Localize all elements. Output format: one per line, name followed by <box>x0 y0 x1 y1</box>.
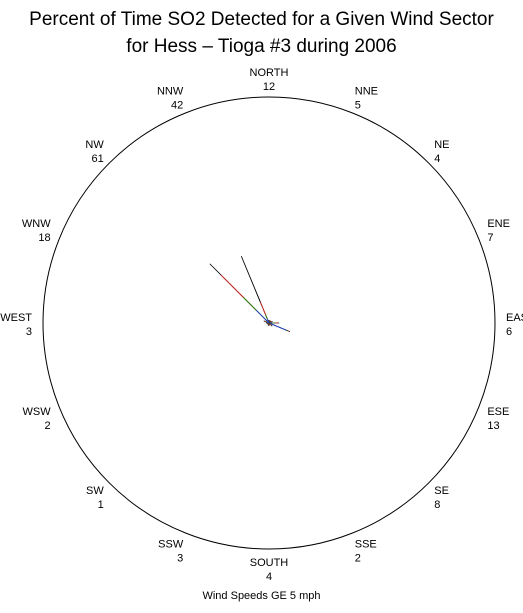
sector-name-south: SOUTH <box>250 557 289 569</box>
sector-name-wnw: WNW <box>22 218 51 230</box>
sector-name-west: WEST <box>0 312 32 324</box>
sector-name-ese: ESE <box>487 406 509 418</box>
sector-name-se: SE <box>434 485 449 497</box>
sector-name-nnw: NNW <box>157 86 184 98</box>
sector-count-nnw: 42 <box>171 100 183 112</box>
sector-count-wsw: 2 <box>45 420 51 432</box>
sector-count-nw: 61 <box>92 153 104 165</box>
sector-count-sw: 1 <box>98 499 104 511</box>
sector-count-ssw: 3 <box>177 552 183 564</box>
sector-name-ene: ENE <box>487 218 510 230</box>
petal-nnw-band-1 <box>266 318 270 324</box>
petals-group <box>209 256 291 333</box>
sector-name-east: EAST <box>506 312 523 324</box>
sector-count-nne: 5 <box>355 100 361 112</box>
chart-subtitle: for Hess – Tioga #3 during 2006 <box>126 36 397 57</box>
chart-title: Percent of Time SO2 Detected for a Given… <box>29 9 494 30</box>
sector-count-ene: 7 <box>487 232 493 244</box>
sector-labels-group: NORTH12NNE5NE4ENE7EAST6ESE13SE8SSE2SOUTH… <box>0 67 523 583</box>
outer-circle <box>42 96 496 550</box>
footer-note: Wind Speeds GE 5 mph <box>202 590 321 602</box>
sector-name-ssw: SSW <box>158 538 184 550</box>
petal-nw-band-1 <box>255 309 270 324</box>
sector-name-sw: SW <box>86 485 104 497</box>
sector-count-west: 3 <box>26 326 32 338</box>
sector-name-nne: NNE <box>355 86 378 98</box>
sector-count-sse: 2 <box>355 552 361 564</box>
sector-count-east: 6 <box>506 326 512 338</box>
sector-name-sse: SSE <box>355 538 377 550</box>
sector-name-wsw: WSW <box>23 406 52 418</box>
sector-count-se: 8 <box>434 499 440 511</box>
sector-name-nw: NW <box>85 139 104 151</box>
sector-name-north: NORTH <box>250 67 289 79</box>
sector-count-wnw: 18 <box>38 232 50 244</box>
petal-ese-band-1 <box>268 322 287 331</box>
sector-count-south: 4 <box>266 571 272 583</box>
sector-name-ne: NE <box>434 139 449 151</box>
sector-count-north: 12 <box>263 81 275 93</box>
sector-count-ese: 13 <box>487 420 499 432</box>
sector-count-ne: 4 <box>434 153 440 165</box>
